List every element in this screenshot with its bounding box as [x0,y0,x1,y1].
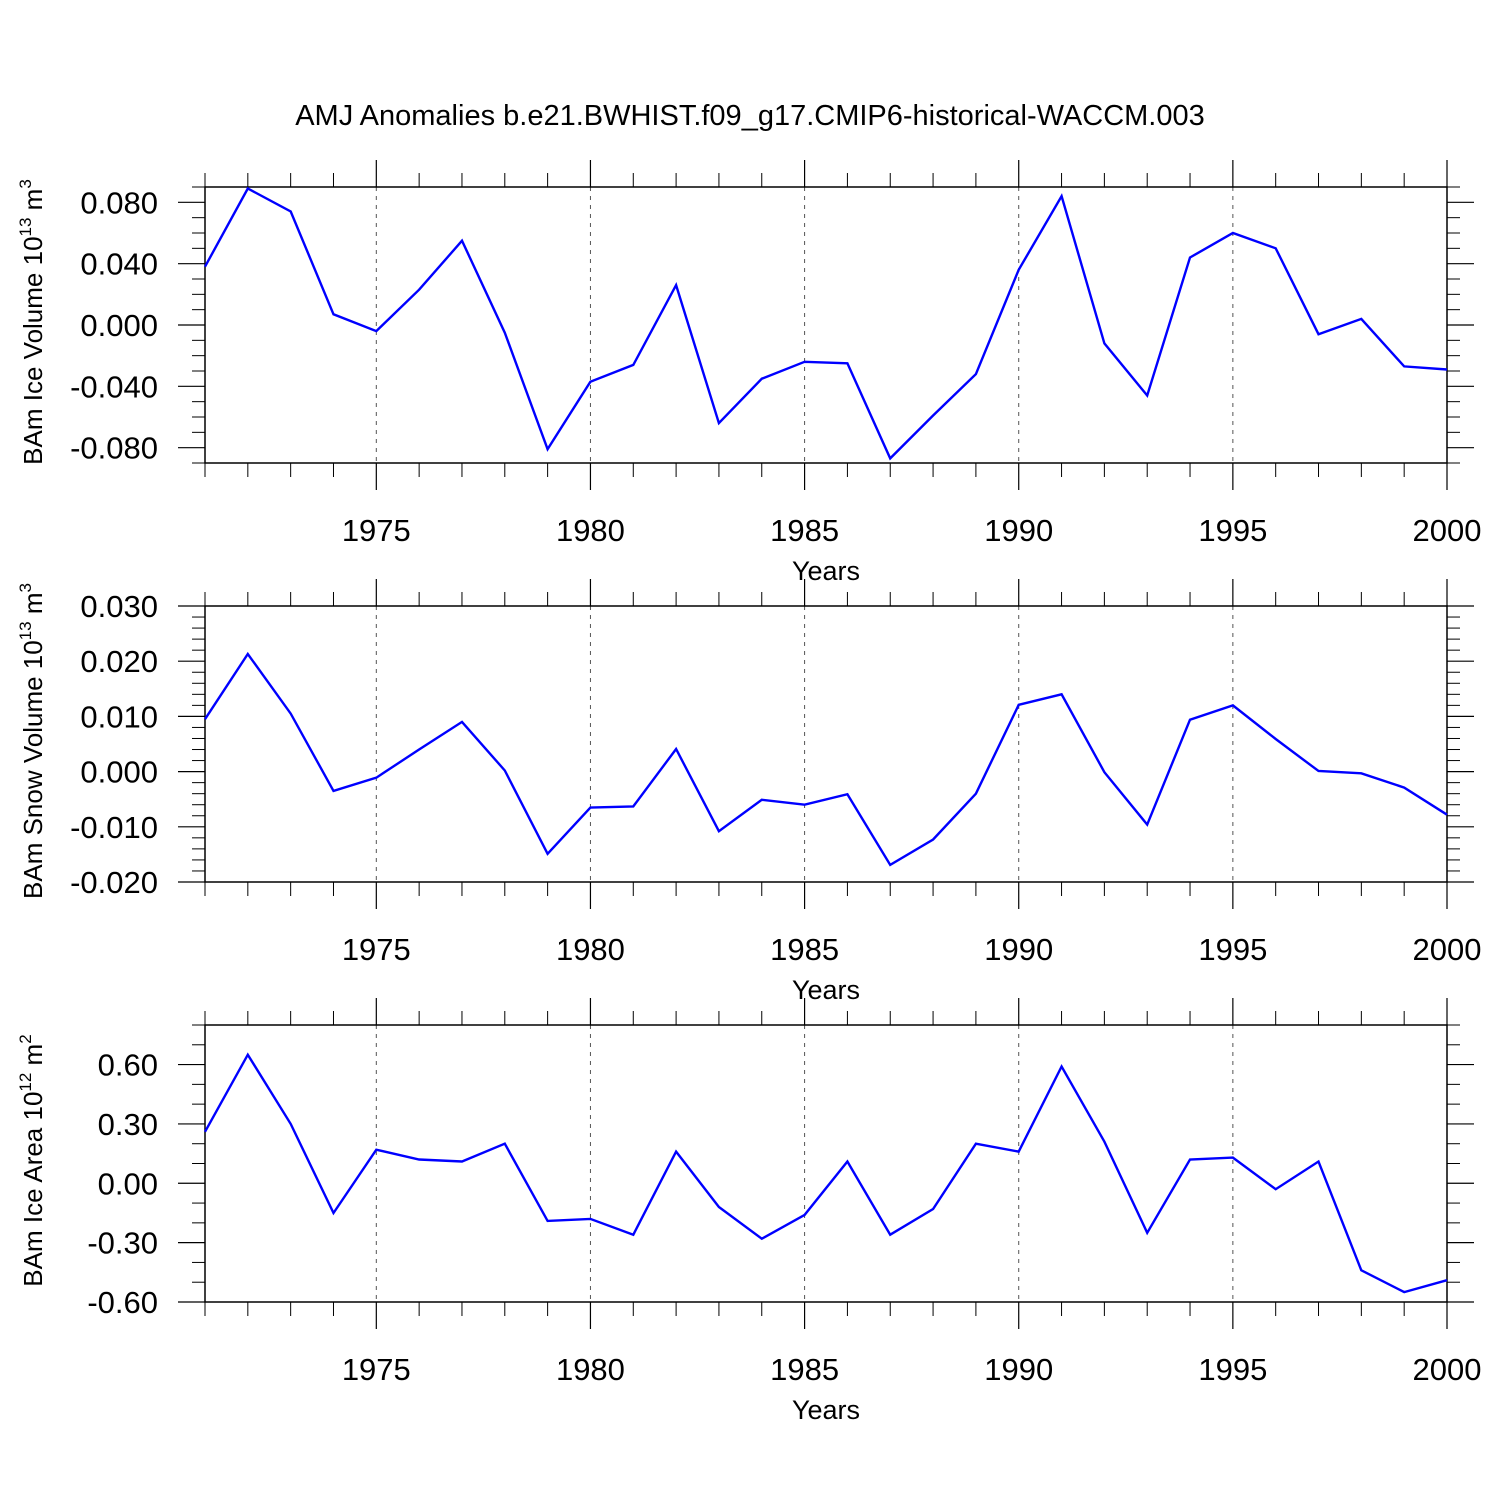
y-tick-label: 0.020 [80,644,158,679]
x-tick-label: 2000 [1413,513,1482,548]
y-tick-label: 0.60 [98,1048,158,1083]
x-axis-label: Years [792,1395,860,1425]
y-tick-label: 0.000 [80,755,158,790]
plot-frame [204,605,1448,883]
y-axis-label: BAm Snow Volume 1013 m3 [16,583,48,899]
y-tick-label: -0.010 [70,810,158,845]
x-tick-label: 2000 [1413,932,1482,967]
y-tick-label: 0.000 [80,308,158,343]
y-tick-label: 0.040 [80,247,158,282]
panel-3: -0.60 -0.30 0.00 0.30 0.60 1975 1980 1985 1990 19… [16,998,1481,1425]
y-tick-label: 0.00 [98,1166,158,1201]
x-tick-label: 1990 [984,932,1053,967]
x-tick-label: 1980 [556,513,625,548]
x-tick-label: 1980 [556,1352,625,1387]
x-axis-label: Years [792,556,860,586]
x-tick-label: 1995 [1198,513,1267,548]
x-tick-label: 1990 [984,513,1053,548]
x-axis-label: Years [792,975,860,1005]
x-tick-label: 1985 [770,513,839,548]
series-line [203,651,1448,867]
y-axis-label: BAm Ice Area 1012 m2 [16,1034,48,1286]
x-tick-label: 1985 [770,932,839,967]
y-tick-label: -0.30 [87,1226,158,1261]
x-tick-label: 1975 [342,932,411,967]
y-tick-label: 0.010 [80,699,158,734]
plot-frame [204,186,1448,464]
y-tick-label: -0.60 [87,1285,158,1320]
x-tick-label: 1985 [770,1352,839,1387]
panels: -0.080 -0.040 0.000 0.040 0.080 1975 1980 1985 1… [16,160,1481,1425]
series-line [203,186,1448,461]
x-tick-label: 1980 [556,932,625,967]
x-tick-label: 2000 [1413,1352,1482,1387]
x-tick-label: 1990 [984,1352,1053,1387]
y-tick-label: -0.040 [70,369,158,404]
y-tick-label: -0.020 [70,865,158,900]
y-tick-label: 0.30 [98,1107,158,1142]
panel-1: -0.080 -0.040 0.000 0.040 0.080 1975 1980 1985 1… [16,160,1481,586]
panel-2: -0.020 -0.010 0.000 0.010 0.020 0.030 1975 1980… [16,579,1481,1005]
plot-frame [204,1024,1448,1303]
y-tick-label: 0.030 [80,589,158,624]
y-tick-label: -0.080 [70,431,158,466]
series-line [203,1052,1448,1294]
x-tick-label: 1975 [342,513,411,548]
y-tick-label: 0.080 [80,185,158,220]
y-axis-label: BAm Ice Volume 1013 m3 [16,179,48,465]
x-tick-label: 1995 [1198,932,1267,967]
chart-title: AMJ Anomalies b.e21.BWHIST.f09_g17.CMIP6… [295,100,1205,132]
x-tick-label: 1975 [342,1352,411,1387]
x-tick-label: 1995 [1198,1352,1267,1387]
